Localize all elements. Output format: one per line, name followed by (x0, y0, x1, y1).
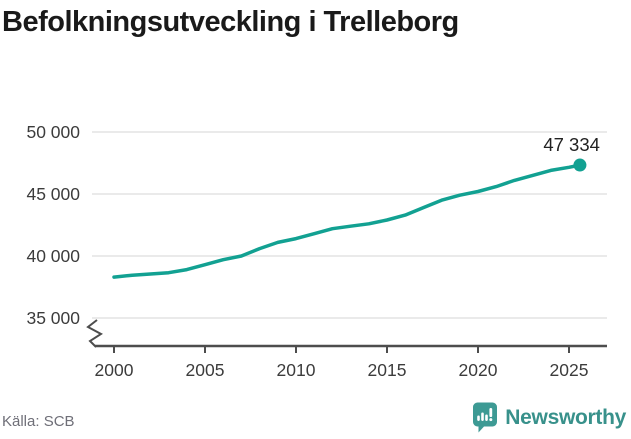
x-tick-label: 2020 (459, 360, 498, 380)
x-tick-label: 2015 (368, 360, 407, 380)
population-line-chart: 50 000 45 000 40 000 35 000 2000 2005 2010 201… (26, 122, 607, 380)
y-axis-labels: 50 000 45 000 40 000 35 000 (26, 122, 80, 328)
y-tick-label: 45 000 (26, 184, 80, 204)
gridlines (92, 131, 607, 319)
newsworthy-logo[interactable]: Newsworthy (472, 402, 626, 433)
population-series-line (112, 163, 582, 279)
x-axis-ticks (113, 346, 570, 353)
speech-bubble-shape (473, 402, 498, 433)
newsworthy-bubble-icon (473, 402, 498, 433)
y-tick-label: 40 000 (26, 246, 80, 266)
x-tick-label: 2000 (95, 360, 134, 380)
source-attribution: Källa: SCB (2, 413, 75, 430)
x-axis-labels: 2000 2005 2010 2015 2020 2025 (95, 360, 589, 380)
bar-chart-bar-2 (481, 412, 485, 421)
y-tick-label: 50 000 (26, 122, 80, 142)
bar-chart-bar-3 (485, 414, 489, 421)
end-value-label: 47 334 (543, 134, 600, 155)
bar-chart-bar-1 (477, 415, 481, 421)
chart-title: Befolkningsutveckling i Trelleborg (2, 6, 459, 38)
newsworthy-logo-text: Newsworthy (505, 405, 626, 429)
y-axis-break-icon (86, 319, 103, 348)
x-tick-label: 2005 (186, 360, 225, 380)
x-tick-label: 2025 (550, 360, 589, 380)
y-tick-label: 35 000 (26, 308, 80, 328)
x-tick-label: 2010 (277, 360, 316, 380)
exclamation-mark-dot (489, 418, 493, 422)
series-end-dot (573, 158, 587, 172)
exclamation-mark-stem (489, 408, 493, 417)
